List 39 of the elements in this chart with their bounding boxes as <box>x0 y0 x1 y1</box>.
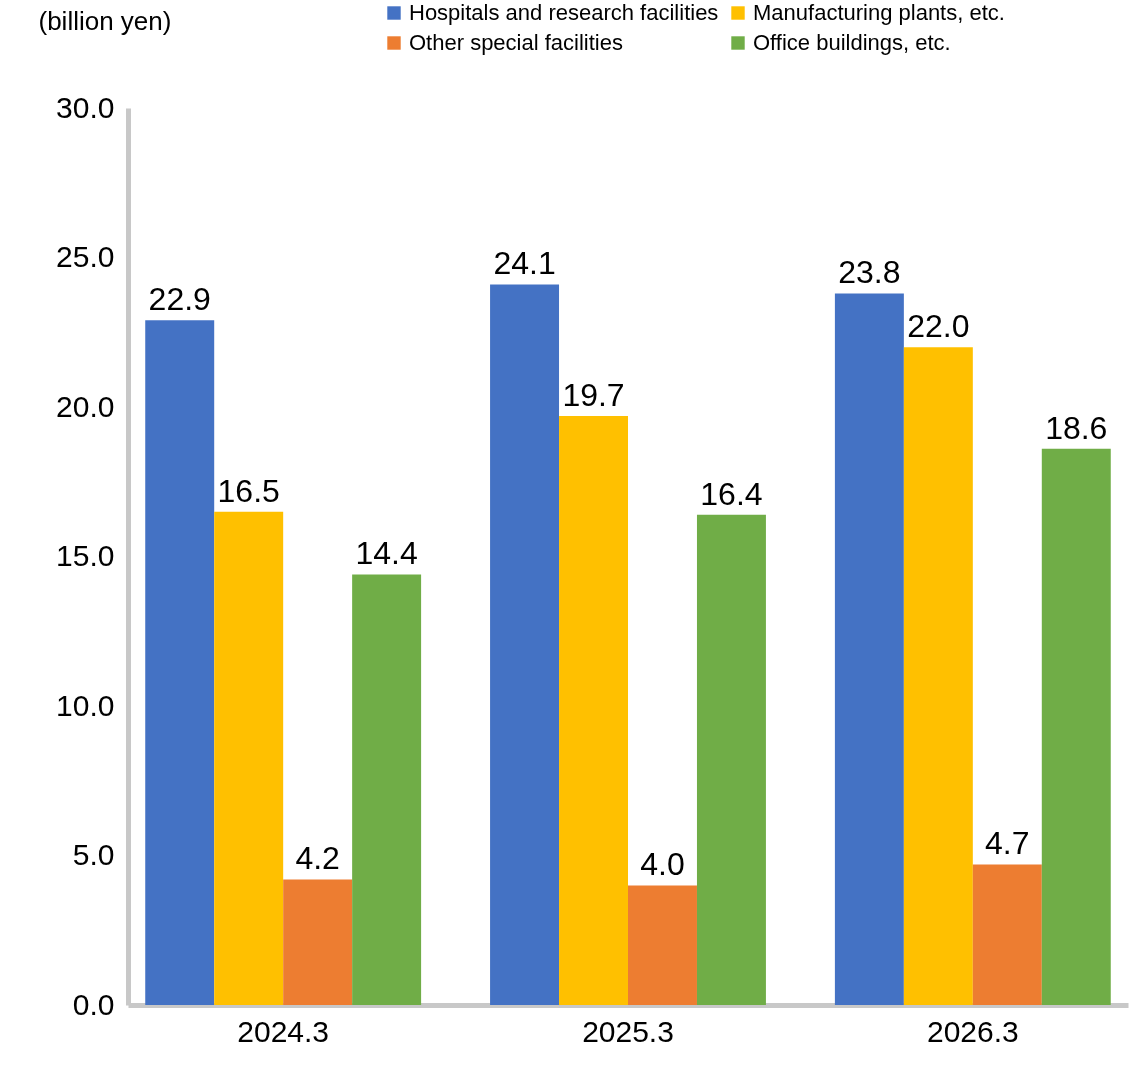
data-label: 4.7 <box>985 825 1030 862</box>
data-label: 14.4 <box>355 535 418 572</box>
legend-label: Hospitals and research facilities <box>409 0 719 25</box>
data-label: 4.0 <box>640 846 685 883</box>
data-label: 19.7 <box>562 376 625 413</box>
y-tick-label: 30.0 <box>56 90 115 124</box>
bar <box>696 514 766 1005</box>
bar <box>559 415 628 1005</box>
bar <box>214 511 284 1005</box>
x-tick-label: 2025.3 <box>582 1014 674 1048</box>
bar <box>972 864 1042 1005</box>
y-tick-label: 20.0 <box>56 389 115 423</box>
data-label: 16.5 <box>217 472 280 509</box>
bar <box>145 320 215 1005</box>
data-label: 18.6 <box>1045 409 1108 446</box>
legend-label: Manufacturing plants, etc. <box>753 0 1005 25</box>
y-tick-label: 25.0 <box>56 240 115 273</box>
bar <box>352 574 422 1005</box>
legend-label: Other special facilities <box>409 30 623 55</box>
y-tick-label: 15.0 <box>56 539 115 572</box>
data-label: 4.2 <box>295 840 340 877</box>
x-tick-label: 2026.3 <box>926 1014 1019 1048</box>
y-tick-label: 5.0 <box>72 838 115 871</box>
data-label: 23.8 <box>838 254 901 291</box>
legend-label: Office buildings, etc. <box>753 30 951 55</box>
data-label: 16.4 <box>700 475 763 512</box>
bar <box>903 347 973 1005</box>
data-label: 22.9 <box>148 281 211 318</box>
bar <box>1041 448 1111 1005</box>
data-label: 22.0 <box>907 308 970 345</box>
y-tick-label: 0.0 <box>72 987 115 1021</box>
x-tick-label: 2024.3 <box>237 1014 330 1048</box>
data-label: 24.1 <box>493 245 556 282</box>
y-tick-label: 10.0 <box>56 688 115 722</box>
bar <box>490 284 560 1005</box>
bar <box>834 293 904 1005</box>
bar <box>283 879 353 1005</box>
bar <box>628 885 697 1005</box>
y-axis-title: (billion yen) <box>38 5 172 36</box>
